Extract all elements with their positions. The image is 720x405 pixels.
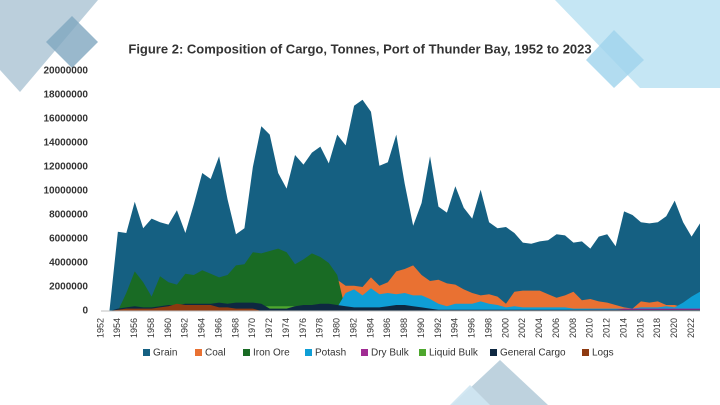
x-tick-label: 2012 — [602, 318, 612, 338]
legend-label: Grain — [153, 348, 177, 359]
x-tick-label: 2008 — [568, 318, 578, 338]
x-tick-label: 1956 — [129, 318, 139, 338]
y-tick-label: 4000000 — [49, 258, 88, 269]
area — [101, 288, 700, 311]
x-tick-label: 1994 — [450, 318, 460, 338]
x-tick-label: 2002 — [517, 318, 527, 338]
x-tick-label: 1980 — [332, 318, 342, 338]
x-tick-label: 2010 — [585, 318, 595, 338]
legend-swatch — [490, 349, 497, 356]
x-tick-label: 1978 — [315, 318, 325, 338]
y-tick-label: 2000000 — [49, 282, 88, 293]
y-tick-label: 8000000 — [49, 210, 88, 221]
legend-label: Liquid Bulk — [429, 348, 479, 359]
x-tick-label: 1974 — [281, 318, 291, 338]
chart-title: Figure 2: Composition of Cargo, Tonnes, … — [128, 41, 591, 56]
x-tick-label: 1962 — [180, 318, 190, 338]
x-tick-label: 2018 — [652, 318, 662, 338]
x-tick-label: 1982 — [348, 318, 358, 338]
legend-swatch — [195, 349, 202, 356]
legend-swatch — [143, 349, 150, 356]
x-tick-label: 1998 — [483, 318, 493, 338]
legend-label: Logs — [592, 348, 614, 359]
y-tick-label: 10000000 — [44, 186, 89, 197]
y-tick-label: 18000000 — [44, 90, 89, 101]
x-tick-label: 1988 — [399, 318, 409, 338]
legend-swatch — [582, 349, 589, 356]
legend-label: Dry Bulk — [371, 348, 410, 359]
legend-swatch — [419, 349, 426, 356]
y-tick-label: 16000000 — [44, 114, 89, 125]
x-tick-label: 2004 — [534, 318, 544, 338]
legend-label: Coal — [205, 348, 226, 359]
x-tick-label: 1954 — [112, 318, 122, 338]
x-tick-label: 1968 — [230, 318, 240, 338]
y-tick-label: 6000000 — [49, 234, 88, 245]
decor-shape — [586, 30, 644, 88]
x-tick-label: 2016 — [635, 318, 645, 338]
x-tick-label: 1970 — [247, 318, 257, 338]
decor-shape — [450, 385, 490, 405]
x-tick-label: 1986 — [382, 318, 392, 338]
y-tick-label: 0 — [82, 306, 88, 317]
x-tick-label: 1960 — [163, 318, 173, 338]
area — [101, 248, 700, 311]
x-tick-label: 1976 — [298, 318, 308, 338]
x-tick-label: 1964 — [197, 318, 207, 338]
x-tick-label: 2006 — [551, 318, 561, 338]
area — [101, 265, 700, 311]
area — [101, 303, 700, 311]
x-tick-label: 2022 — [686, 318, 696, 338]
decor-shape — [555, 0, 720, 88]
y-tick-label: 20000000 — [44, 66, 89, 77]
x-tick-label: 2000 — [500, 318, 510, 338]
x-tick-label: 1958 — [146, 318, 156, 338]
legend-label: General Cargo — [500, 348, 566, 359]
decor-shape — [46, 16, 98, 68]
legend-swatch — [243, 349, 250, 356]
legend-swatch — [305, 349, 312, 356]
x-tick-label: 1990 — [416, 318, 426, 338]
x-tick-label: 1992 — [433, 318, 443, 338]
x-tick-label: 1952 — [95, 318, 105, 338]
legend-swatch — [361, 349, 368, 356]
x-tick-label: 1972 — [264, 318, 274, 338]
legend-label: Potash — [315, 348, 346, 359]
x-tick-label: 1996 — [467, 318, 477, 338]
y-tick-label: 14000000 — [44, 138, 89, 149]
x-tick-label: 1966 — [213, 318, 223, 338]
x-tick-label: 2020 — [669, 318, 679, 338]
x-tick-label: 1984 — [365, 318, 375, 338]
x-tick-label: 2014 — [618, 318, 628, 338]
y-tick-label: 12000000 — [44, 162, 89, 173]
legend-label: Iron Ore — [253, 348, 290, 359]
